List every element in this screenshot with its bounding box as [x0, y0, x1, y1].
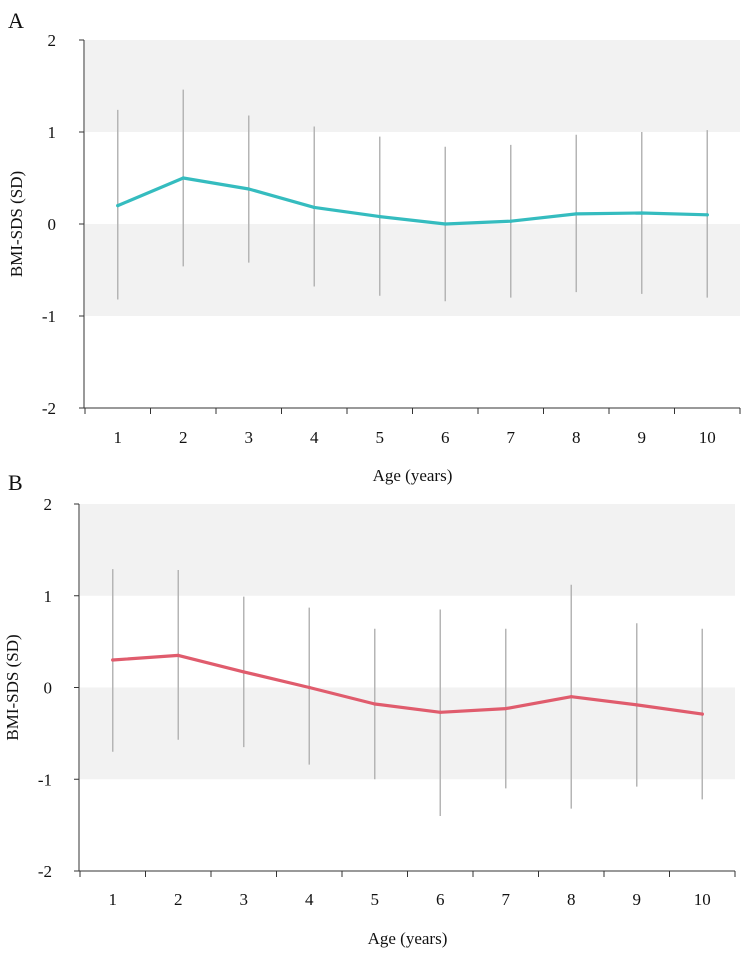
- x-tick-label: 4: [310, 428, 319, 447]
- x-tick-label: 7: [502, 890, 511, 909]
- data-point: [307, 685, 311, 690]
- x-tick-label: 9: [633, 890, 642, 909]
- y-tick-label: 1: [44, 587, 53, 606]
- data-point: [181, 176, 185, 180]
- x-tick-label: 5: [376, 428, 385, 447]
- shaded-band: [80, 504, 735, 596]
- y-tick-label: 0: [48, 215, 57, 234]
- data-point: [242, 670, 246, 674]
- mean-line: [116, 176, 709, 226]
- y-axis-title: BMI-SDS (SD): [7, 171, 26, 277]
- x-tick-label: 8: [567, 890, 576, 909]
- x-tick-label: 2: [174, 890, 183, 909]
- x-tick-label: 1: [114, 428, 123, 447]
- x-axis-title: Age (years): [373, 466, 453, 485]
- x-tick-label: 2: [179, 428, 188, 447]
- x-tick-label: 10: [699, 428, 716, 447]
- x-tick-label: 1: [109, 890, 118, 909]
- y-tick-label: -2: [42, 399, 56, 418]
- x-tick-label: 10: [694, 890, 711, 909]
- data-point: [504, 707, 508, 711]
- data-point: [569, 695, 573, 699]
- y-tick-label: 1: [48, 123, 57, 142]
- x-tick-label: 9: [638, 428, 647, 447]
- y-tick-label: 0: [44, 679, 53, 698]
- mean-line: [111, 653, 704, 716]
- x-axis-title: Age (years): [368, 929, 448, 948]
- data-point: [116, 204, 120, 208]
- panel-label: A: [8, 8, 24, 33]
- shaded-band: [85, 40, 740, 132]
- shaded-band: [85, 224, 740, 316]
- x-tick-label: 5: [371, 890, 380, 909]
- data-point: [438, 710, 442, 714]
- x-tick-label: 4: [305, 890, 314, 909]
- y-axis-title: BMI-SDS (SD): [3, 634, 22, 740]
- x-tick-label: 7: [507, 428, 516, 447]
- data-point: [373, 702, 377, 706]
- data-point: [705, 213, 709, 217]
- x-tick-label: 3: [240, 890, 249, 909]
- data-point: [111, 658, 115, 662]
- data-point: [312, 205, 316, 210]
- data-point: [176, 653, 180, 657]
- y-tick-label: -2: [38, 862, 52, 881]
- x-tick-label: 6: [436, 890, 445, 909]
- y-tick-label: 2: [44, 495, 53, 514]
- panel-label: B: [8, 470, 23, 495]
- data-point: [378, 215, 382, 219]
- data-point: [635, 703, 639, 707]
- y-tick-label: 2: [48, 31, 57, 50]
- data-point: [509, 219, 513, 223]
- data-point: [574, 212, 578, 216]
- y-tick-label: -1: [42, 307, 56, 326]
- y-tick-label: -1: [38, 770, 52, 789]
- data-point: [700, 712, 704, 716]
- data-point: [640, 211, 644, 215]
- x-tick-label: 8: [572, 428, 581, 447]
- data-point: [443, 222, 447, 226]
- x-tick-label: 3: [245, 428, 254, 447]
- data-point: [247, 187, 251, 191]
- x-tick-label: 6: [441, 428, 450, 447]
